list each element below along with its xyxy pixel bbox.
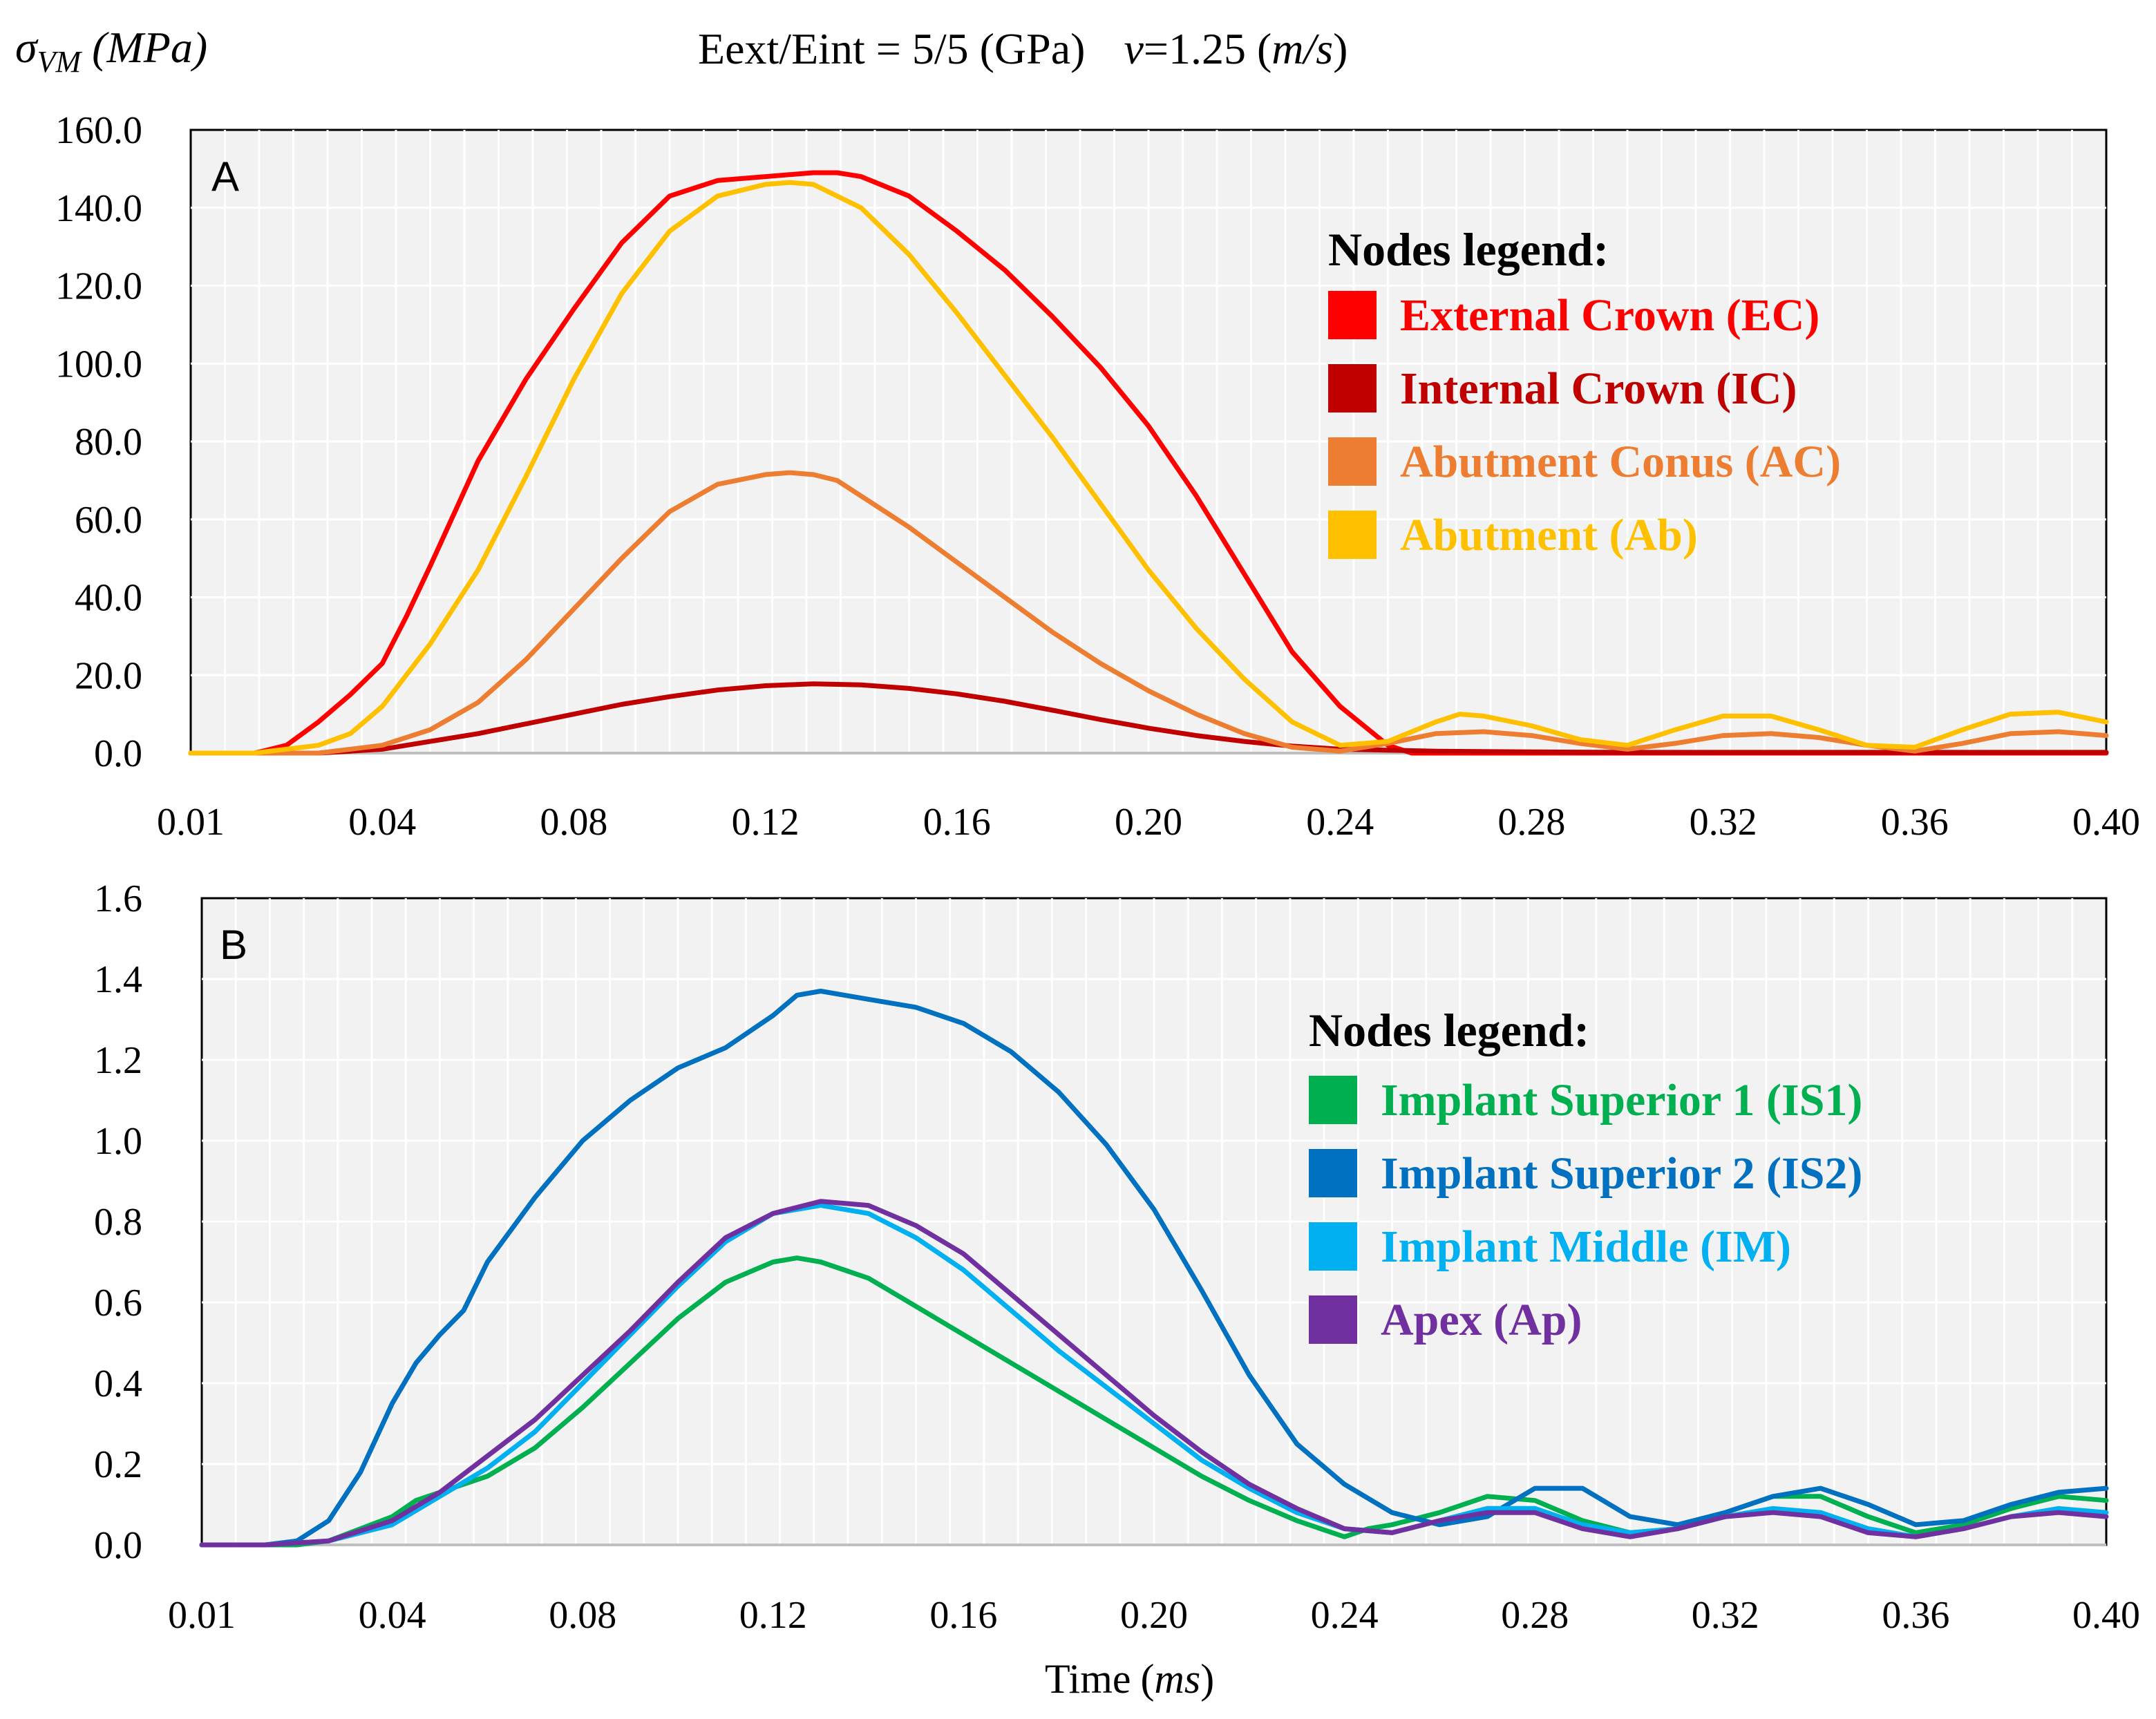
panel-b-y-tick-label: 0.6 xyxy=(94,1282,142,1324)
panel-b-x-tick-label: 0.36 xyxy=(1882,1594,1949,1637)
panel-b-legend: Nodes legend: Implant Superior 1 (IS1) Im… xyxy=(1309,1004,1862,1345)
title-main: Eext/Eint = 5/5 (GPa) xyxy=(698,24,1085,73)
panel-a-legend: Nodes legend: External Crown (EC) Interna… xyxy=(1328,223,1841,560)
panel-a-legend-label-1: External Crown (EC) xyxy=(1400,290,1819,341)
panel-a-x-tick-label: 0.16 xyxy=(923,801,991,844)
panel-b-y-ticks: 0.0 0.2 0.4 0.6 0.8 1.0 1.2 1.4 1.6 xyxy=(94,877,142,1567)
panel-b-x-tick-label: 0.24 xyxy=(1311,1594,1379,1637)
y-axis-symbol: σ xyxy=(15,23,39,72)
y-axis-label: σVM (MPa) xyxy=(15,23,207,79)
panel-b-x-ticks: 0.01 0.04 0.08 0.12 0.16 0.20 0.24 0.28 0.32 0.36… xyxy=(168,1594,2140,1637)
panel-a-y-tick-label: 120.0 xyxy=(55,265,142,308)
panel-a-y-ticks: 0.0 20.0 40.0 60.0 80.0 100.0 120.0 140.0 160.0 xyxy=(55,109,142,775)
panel-a-y-tick-label: 140.0 xyxy=(55,187,142,230)
panel-a-legend-label-4: Abutment (Ab) xyxy=(1400,510,1698,560)
panel-b-legend-swatch-2 xyxy=(1309,1149,1357,1197)
panel-a-legend-swatch-2 xyxy=(1328,364,1377,412)
panel-a-x-tick-label: 0.28 xyxy=(1497,801,1565,844)
panel-b-series xyxy=(199,989,2109,1548)
panel-a-series-line-3 xyxy=(188,470,2109,756)
panel-a-x-tick-label: 0.24 xyxy=(1306,801,1374,844)
panel-b-y-tick-label: 1.4 xyxy=(94,958,142,1001)
panel-a-legend-title: Nodes legend: xyxy=(1328,223,1609,276)
chart-title: Eext/Eint = 5/5 (GPa) v=1.25 (m/s) xyxy=(698,24,1348,73)
panel-b-legend-swatch-3 xyxy=(1309,1222,1357,1271)
panel-a: 0.020.040.060.080.0100.0120.0140.0160.0 … xyxy=(55,109,2140,844)
panel-b-legend-label-3: Implant Middle (IM) xyxy=(1381,1222,1791,1272)
panel-a-x-tick-label: 0.08 xyxy=(540,801,607,844)
panel-a-x-tick-label: 0.01 xyxy=(157,801,225,844)
panel-a-x-ticks: 0.01 0.04 0.08 0.12 0.16 0.20 0.24 0.28 0.32 0.36… xyxy=(157,801,2140,844)
panel-b-x-tick-label: 0.01 xyxy=(168,1594,236,1637)
panel-b-y-tick-label: 0.0 xyxy=(94,1524,142,1567)
panel-a-y-tick-label: 100.0 xyxy=(55,343,142,386)
panel-a-y-tick-label: 160.0 xyxy=(55,109,142,152)
title-value: =1.25 ( xyxy=(1144,24,1271,73)
panel-a-x-tick-label: 0.36 xyxy=(1881,801,1949,844)
panel-b-y-tick-label: 1.6 xyxy=(94,877,142,920)
panel-a-y-tick-label: 0.0 xyxy=(94,732,142,775)
panel-a-y-tick-label: 80.0 xyxy=(75,421,142,464)
panel-b-y-tick-label: 1.0 xyxy=(94,1120,142,1163)
panel-a-x-tick-label: 0.04 xyxy=(348,801,416,844)
title-close: ) xyxy=(1333,24,1348,73)
x-axis-label-text: Time xyxy=(1045,1656,1131,1702)
panel-a-x-tick-label: 0.20 xyxy=(1115,801,1182,844)
panel-a-x-tick-label: 0.40 xyxy=(2072,801,2140,844)
panel-a-series xyxy=(188,170,2109,756)
panel-a-x-tick-label: 0.12 xyxy=(732,801,800,844)
panel-a-x-tick-label: 0.32 xyxy=(1690,801,1757,844)
panel-b-legend-swatch-1 xyxy=(1309,1076,1357,1124)
panel-b-x-tick-label: 0.16 xyxy=(929,1594,997,1637)
panel-a-y-tick-label: 60.0 xyxy=(75,499,142,542)
panel-a-label: A xyxy=(211,153,239,200)
panel-a-legend-label-3: Abutment Conus (AC) xyxy=(1400,437,1841,487)
panel-b-legend-label-4: Apex (Ap) xyxy=(1381,1295,1582,1345)
y-axis-subscript: VM xyxy=(37,45,83,79)
y-axis-unit: (MPa) xyxy=(92,23,207,72)
panel-b-y-tick-label: 0.4 xyxy=(94,1362,142,1405)
panel-b-x-tick-label: 0.04 xyxy=(359,1594,426,1637)
panel-b: 0.0 0.2 0.4 0.6 0.8 1.0 1.2 1.4 1.6 0.01 0.04 0.08… xyxy=(94,877,2140,1637)
panel-a-series-line-2 xyxy=(188,681,2109,756)
panel-b-legend-label-2: Implant Superior 2 (IS2) xyxy=(1381,1148,1862,1199)
x-axis-label-unit: ms xyxy=(1155,1656,1201,1702)
panel-b-y-tick-label: 0.8 xyxy=(94,1201,142,1244)
panel-b-legend-label-1: Implant Superior 1 (IS1) xyxy=(1381,1075,1862,1126)
x-axis-label: Time (ms) xyxy=(1045,1656,1214,1702)
panel-b-series-line-4 xyxy=(199,1199,2109,1548)
panel-b-y-tick-label: 0.2 xyxy=(94,1443,142,1486)
panel-b-y-tick-label: 1.2 xyxy=(94,1039,142,1082)
panel-a-legend-swatch-3 xyxy=(1328,437,1377,486)
panel-b-x-tick-label: 0.08 xyxy=(549,1594,616,1637)
panel-b-series-line-3 xyxy=(199,1203,2109,1548)
panel-a-legend-swatch-1 xyxy=(1328,291,1377,339)
title-unit: m/s xyxy=(1271,24,1333,73)
panel-b-x-tick-label: 0.32 xyxy=(1692,1594,1759,1637)
panel-b-legend-swatch-4 xyxy=(1309,1295,1357,1344)
panel-a-y-tick-label: 20.0 xyxy=(75,654,142,697)
panel-a-series-line-4 xyxy=(188,180,2109,756)
panel-a-legend-swatch-4 xyxy=(1328,511,1377,559)
title-v: v xyxy=(1124,24,1144,73)
panel-b-legend-title: Nodes legend: xyxy=(1309,1004,1589,1056)
panel-b-series-line-2 xyxy=(199,989,2109,1548)
panel-b-x-tick-label: 0.40 xyxy=(2072,1594,2140,1637)
panel-b-label: B xyxy=(220,922,247,968)
panel-a-legend-label-2: Internal Crown (IC) xyxy=(1400,363,1797,414)
panel-b-x-tick-label: 0.28 xyxy=(1501,1594,1569,1637)
panel-a-y-tick-label: 40.0 xyxy=(75,577,142,620)
panel-b-x-tick-label: 0.12 xyxy=(739,1594,807,1637)
panel-b-x-tick-label: 0.20 xyxy=(1120,1594,1188,1637)
